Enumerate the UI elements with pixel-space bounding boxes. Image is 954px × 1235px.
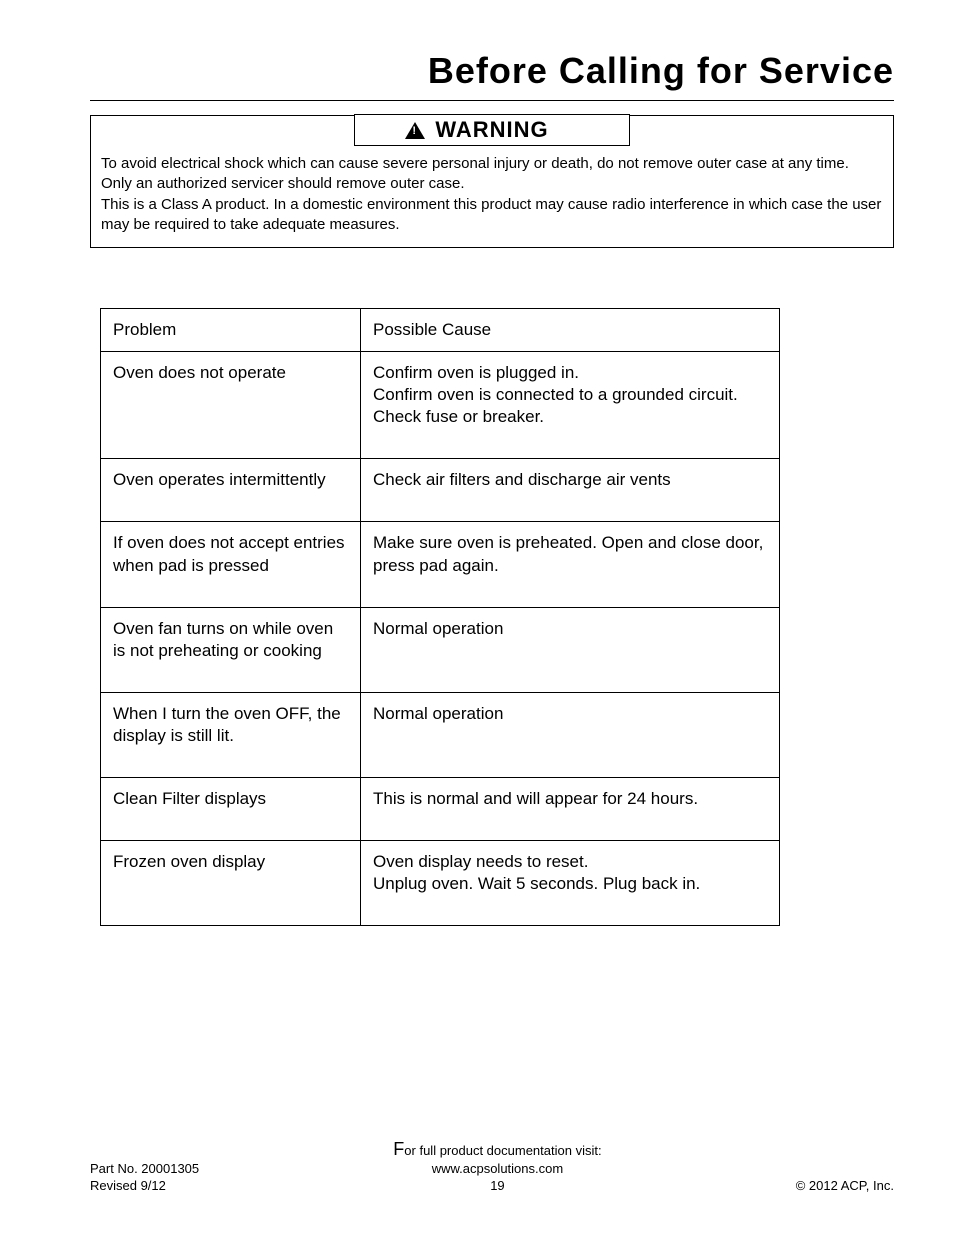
cause-cell: Normal operation: [361, 608, 779, 692]
problem-cell: If oven does not accept entries when pad…: [101, 522, 361, 606]
troubleshoot-table: Problem Possible Cause Oven does not ope…: [100, 308, 780, 926]
warning-paragraph-1: To avoid electrical shock which can caus…: [101, 154, 883, 195]
warning-header-inner: WARNING: [354, 114, 629, 146]
cause-cell: Make sure oven is preheated. Open and cl…: [361, 522, 779, 606]
warning-box: WARNING To avoid electrical shock which …: [90, 115, 894, 248]
problem-cell: Oven fan turns on while oven is not preh…: [101, 608, 361, 692]
doc-line-1: For full product documentation visit:: [393, 1138, 601, 1161]
problem-cell: Oven operates intermittently: [101, 459, 361, 521]
cause-cell: Confirm oven is plugged in.Confirm oven …: [361, 352, 779, 458]
table-row: Oven fan turns on while oven is not preh…: [101, 607, 779, 692]
title-divider: [90, 100, 894, 101]
table-row: When I turn the oven OFF, the display is…: [101, 692, 779, 777]
doc-line-2: www.acpsolutions.com: [393, 1161, 601, 1178]
cause-cell: This is normal and will appear for 24 ho…: [361, 778, 779, 840]
problem-cell: Frozen oven display: [101, 841, 361, 925]
problem-cell: When I turn the oven OFF, the display is…: [101, 693, 361, 777]
doc-line-1-first: F: [393, 1139, 404, 1159]
page: Before Calling for Service WARNING To av…: [0, 0, 954, 1235]
table-row: If oven does not accept entries when pad…: [101, 521, 779, 606]
part-number: Part No. 20001305: [90, 1161, 199, 1178]
copyright: © 2012 ACP, Inc.: [796, 1178, 894, 1195]
cause-cell: Normal operation: [361, 693, 779, 777]
table-row: Frozen oven displayOven display needs to…: [101, 840, 779, 925]
warning-label: WARNING: [435, 117, 548, 143]
table-row: Oven operates intermittentlyCheck air fi…: [101, 458, 779, 521]
problem-cell: Oven does not operate: [101, 352, 361, 458]
cause-cell: Check air filters and discharge air vent…: [361, 459, 779, 521]
page-title: Before Calling for Service: [90, 50, 894, 92]
page-number: 19: [393, 1178, 601, 1195]
footer-left: Part No. 20001305 Revised 9/12: [90, 1161, 199, 1195]
cause-cell: Oven display needs to reset.Unplug oven.…: [361, 841, 779, 925]
footer-center: For full product documentation visit: ww…: [393, 1138, 601, 1195]
warning-icon: [405, 122, 425, 139]
warning-text: To avoid electrical shock which can caus…: [101, 154, 883, 235]
warning-paragraph-2: This is a Class A product. In a domestic…: [101, 195, 883, 236]
revised-date: Revised 9/12: [90, 1178, 199, 1195]
table-row: Clean Filter displaysThis is normal and …: [101, 777, 779, 840]
table-row: Oven does not operateConfirm oven is plu…: [101, 351, 779, 458]
page-footer: Part No. 20001305 Revised 9/12 For full …: [90, 1138, 894, 1195]
problem-cell: Clean Filter displays: [101, 778, 361, 840]
doc-line-1-rest: or full product documentation visit:: [404, 1143, 601, 1158]
warning-header: WARNING: [101, 114, 883, 146]
table-header-row: Problem Possible Cause: [101, 309, 779, 351]
header-cause: Possible Cause: [361, 309, 779, 351]
footer-right: © 2012 ACP, Inc.: [796, 1178, 894, 1195]
header-problem: Problem: [101, 309, 361, 351]
